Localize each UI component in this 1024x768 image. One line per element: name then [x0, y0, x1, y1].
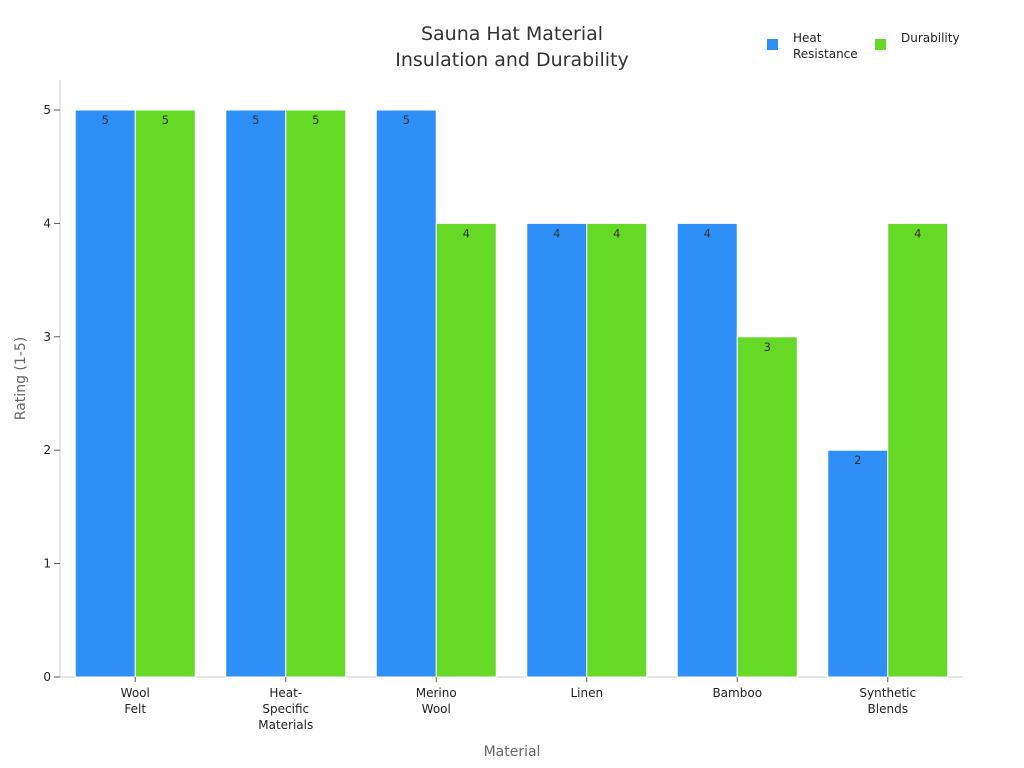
- data-label: 4: [553, 226, 560, 240]
- bar-heat-resistance: [526, 222, 588, 678]
- data-label: 5: [162, 113, 169, 127]
- data-label: 4: [613, 226, 620, 240]
- x-tick-label: Bamboo: [712, 686, 762, 700]
- bar-heat-resistance: [676, 222, 738, 678]
- data-label: 4: [463, 226, 470, 240]
- data-label: 5: [312, 113, 319, 127]
- legend-label: Durability: [901, 31, 960, 45]
- data-label: 5: [252, 113, 259, 127]
- bar-heat-resistance: [225, 109, 287, 678]
- x-tick-label: Heat-Specific Materials: [258, 686, 313, 732]
- bar-heat-resistance: [74, 109, 136, 678]
- legend-label: Heat Resistance: [793, 31, 858, 61]
- y-tick-label: 2: [43, 443, 51, 457]
- y-tick-label: 1: [43, 557, 51, 571]
- data-label: 5: [102, 113, 109, 127]
- x-axis-label: Material: [484, 744, 541, 760]
- data-label: 4: [914, 226, 921, 240]
- bar-durability: [736, 336, 798, 678]
- data-label: 5: [403, 113, 410, 127]
- bar-heat-resistance: [827, 449, 889, 678]
- y-tick-label: 4: [43, 216, 51, 230]
- y-tick-label: 3: [43, 330, 51, 344]
- bar-durability: [887, 222, 949, 678]
- y-axis-label: Rating (1-5): [13, 337, 29, 420]
- data-label: 4: [704, 226, 711, 240]
- bar-heat-resistance: [375, 109, 437, 678]
- bar-durability: [134, 109, 196, 678]
- legend-swatch: [875, 39, 886, 50]
- legend-swatch: [767, 39, 778, 50]
- data-label: 3: [764, 340, 771, 354]
- bar-durability: [285, 109, 347, 678]
- bar-durability: [435, 222, 497, 678]
- x-tick-label: Synthetic Blends: [859, 686, 916, 716]
- y-tick-label: 0: [43, 670, 51, 684]
- bar-durability: [586, 222, 648, 678]
- x-tick-label: Merino Wool: [416, 686, 457, 716]
- y-tick-label: 5: [43, 103, 51, 117]
- x-tick-label: Wool Felt: [121, 686, 150, 716]
- x-tick-label: Linen: [570, 686, 603, 700]
- data-label: 2: [854, 453, 861, 467]
- chart-title: Sauna Hat Material Insulation and Durabil…: [395, 23, 628, 71]
